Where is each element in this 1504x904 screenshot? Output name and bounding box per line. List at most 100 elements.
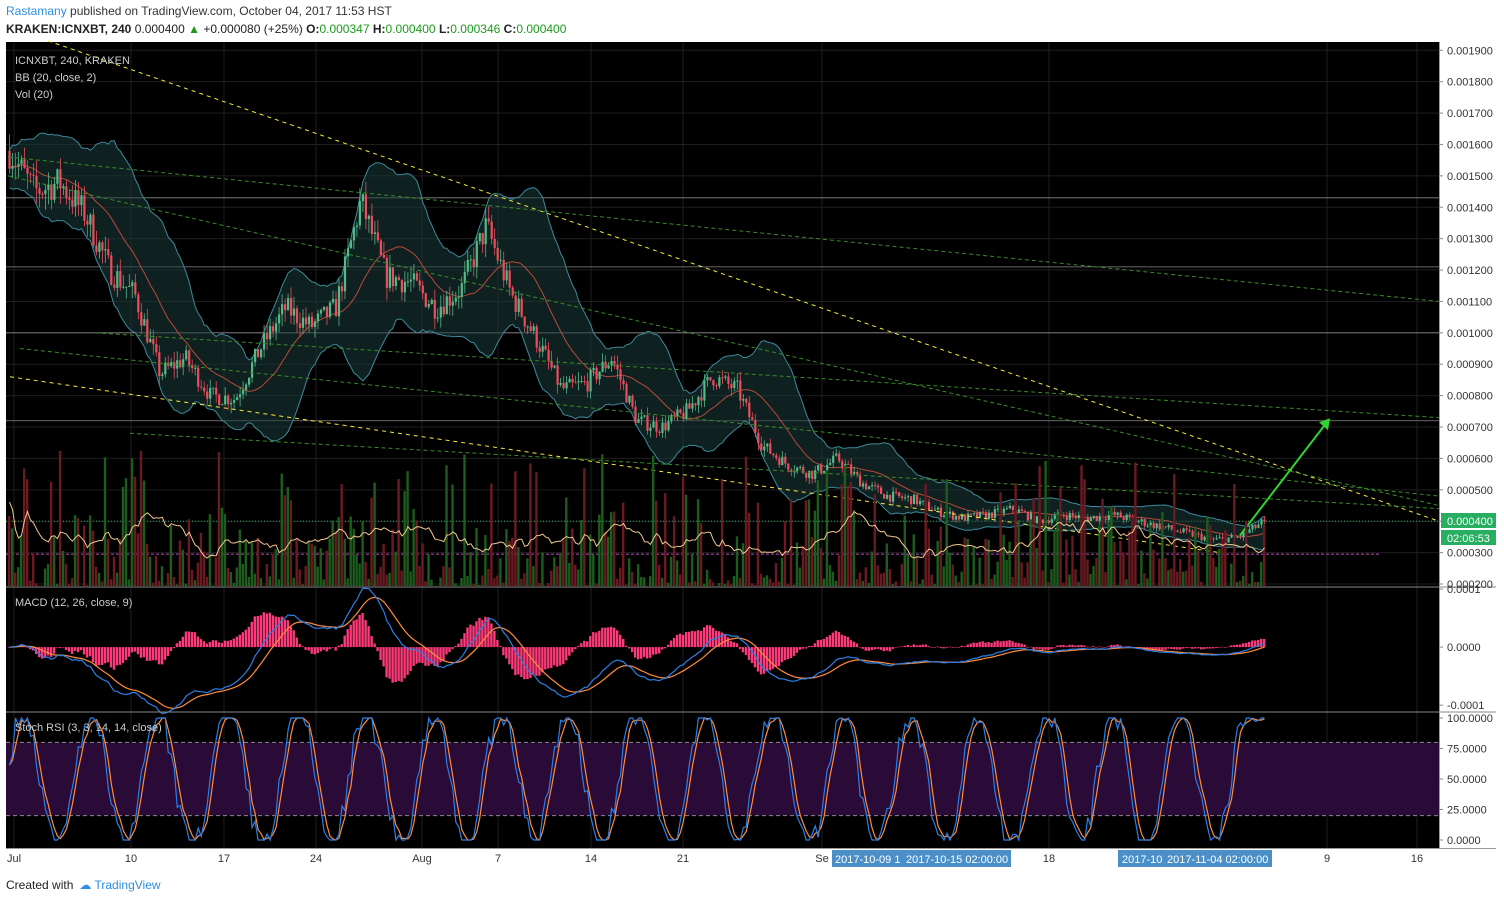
macd-histogram-bar [76,647,80,653]
macd-histogram-bar [625,645,628,648]
candle-body [1170,525,1173,530]
volume-bar [664,493,667,586]
volume-bar [577,569,580,586]
volume-bar [49,481,53,586]
candle-body [631,396,634,407]
candle-body [194,367,197,369]
candle-body [592,367,595,371]
volume-bar [499,558,502,586]
volume-bar [334,531,337,586]
candle-body [65,186,68,198]
macd-histogram-bar [667,644,670,647]
volume-bar [873,494,876,586]
legend-stoch: Stoch RSI (3, 3, 14, 14, close) [15,722,162,734]
volume-bar [574,564,577,586]
volume-bar [1191,565,1194,586]
volume-bar [888,569,891,586]
candle-body [1005,508,1008,510]
price-tick-label: 0.000900 [1447,359,1493,371]
volume-bar [17,567,20,586]
macd-histogram-bar [529,647,532,679]
macd-histogram-bar [1164,647,1167,650]
candle-body [295,308,299,324]
candle-body [20,159,23,164]
volume-bar [61,550,65,586]
volume-bar [1209,524,1212,586]
candle-body [1122,517,1125,520]
time-badge-1-bg [832,850,910,867]
volume-bar [696,499,700,586]
volume-bar [1194,526,1197,586]
candle-body [838,453,841,462]
volume-bar [589,534,592,586]
macd-histogram-bar [46,647,50,656]
macd-histogram-bar [319,647,322,652]
macd-histogram-bar [454,646,457,648]
candle-body [80,195,83,205]
candle-body [1254,524,1257,528]
candle-body [1179,531,1182,533]
volume-bar [130,458,134,586]
macd-histogram-bar [184,631,188,648]
macd-histogram-bar [762,647,766,674]
macd-histogram-bar [777,647,781,667]
volume-bar [954,575,957,586]
volume-bar [532,566,535,586]
macd-histogram-bar [487,617,490,648]
macd-histogram-bar [94,647,98,667]
volume-bar [100,581,104,586]
trendline-yellow-upper [47,40,1440,522]
volume-bar [418,565,421,586]
volume-bar [744,456,748,586]
macd-histogram-bar [358,614,361,647]
volume-bar [1065,539,1068,586]
macd-histogram-bar [646,647,649,659]
macd-histogram-bar [834,630,838,648]
macd-histogram-bar [720,632,724,648]
volume-bar [154,556,158,586]
candle-body [664,422,667,431]
macd-histogram-bar [867,647,870,651]
macd-histogram-bar [744,647,748,656]
volume-bar [1215,566,1218,586]
volume-bar [780,558,784,586]
candle-body [1143,519,1146,526]
macd-histogram-bar [702,627,706,648]
volume-bar [43,568,47,586]
candle-body [817,465,820,471]
candle-body [343,256,347,292]
time-tick-label: 10 [125,853,137,865]
chart-canvas[interactable]: 0.001900 0.001800 0.001700 0.001600 0.001500… [0,40,1504,868]
candle-body [218,394,221,405]
volume-bar [349,516,352,586]
candle-body [361,194,364,201]
tradingview-logo-link[interactable]: ☁ TradingView [79,878,161,892]
candle-body [763,446,766,451]
author-link[interactable]: Rastamany [6,4,67,18]
macd-histogram-bar [577,645,580,648]
volume-bar [792,584,796,586]
macd-pane[interactable] [8,587,1266,715]
volume-bar [388,572,391,586]
volume-bar [1233,484,1236,586]
volume-bar [508,540,511,586]
macd-histogram-bar [20,644,23,648]
candle-body [957,515,961,520]
macd-histogram-bar [864,647,867,651]
volume-bar [607,536,610,586]
volume-bar [223,514,227,586]
macd-histogram-bar [142,647,146,658]
volume-bar [184,583,188,586]
candle-body [1020,509,1023,512]
candle-body [655,421,658,432]
volume-bar [631,571,634,586]
macd-histogram-bar [1113,644,1116,648]
macd-histogram-bar [475,621,478,648]
macd-histogram-bar [85,647,89,658]
candle-body [706,377,709,381]
volume-bar [912,534,915,586]
stoch-rsi-pane[interactable] [6,715,1439,842]
candle-body [874,485,877,487]
macd-histogram-bar [469,624,472,648]
volume-bar [94,566,98,586]
